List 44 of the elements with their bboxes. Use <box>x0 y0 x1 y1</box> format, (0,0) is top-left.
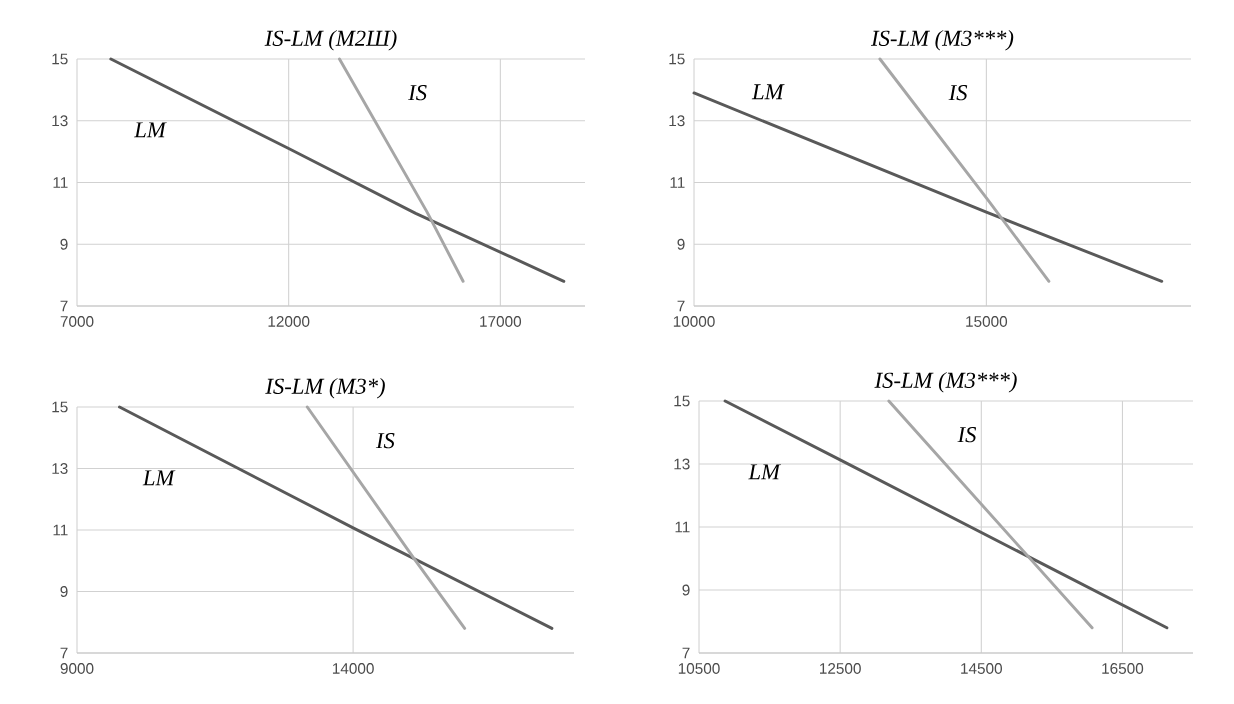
series-label: LM <box>751 84 785 100</box>
y-tick-label: 7 <box>60 647 68 659</box>
y-tick-label: 15 <box>674 395 690 407</box>
y-tick-label: 7 <box>60 300 68 312</box>
x-tick-label: 10000 <box>673 316 715 327</box>
y-tick-label: 11 <box>53 524 68 536</box>
line-series <box>109 57 566 283</box>
chart-title: IS-LM (M3***) <box>870 29 1014 51</box>
y-tick-label: 13 <box>52 115 68 127</box>
y-tick-label: 11 <box>53 177 68 188</box>
y-tick-label: 13 <box>674 458 690 470</box>
x-tick-label: 9000 <box>60 663 94 674</box>
y-tick-label: 13 <box>52 463 68 474</box>
y-tick-label: 11 <box>670 177 685 188</box>
y-tick-label: 9 <box>60 238 68 250</box>
chart-title: IS-LM (M3*) <box>265 377 385 399</box>
x-tick-label: 14500 <box>961 663 1002 674</box>
y-tick-label: 13 <box>669 115 685 127</box>
series-label: IS <box>408 85 427 101</box>
series-label: LM <box>748 464 782 480</box>
chart-title: IS-LM (M3***) <box>874 371 1017 393</box>
series-label: IS <box>375 433 395 449</box>
y-tick-label: 11 <box>675 521 690 533</box>
y-tick-label: 9 <box>682 584 690 596</box>
x-tick-label: 15000 <box>966 316 1008 327</box>
x-tick-label: 7000 <box>60 316 94 327</box>
chart-title: IS-LM (M2Ш) <box>264 29 397 51</box>
y-tick-label: 15 <box>52 53 68 65</box>
series-label: IS <box>948 85 968 101</box>
y-tick-label: 15 <box>52 401 68 413</box>
y-tick-label: 9 <box>677 238 685 250</box>
x-tick-label: 16500 <box>1102 663 1144 674</box>
x-tick-label: 12500 <box>820 663 861 674</box>
y-tick-label: 7 <box>682 647 690 659</box>
x-tick-label: 17000 <box>480 316 522 327</box>
y-tick-label: 7 <box>677 300 685 312</box>
x-tick-label: 10500 <box>678 663 720 674</box>
x-tick-label: 12000 <box>268 316 310 327</box>
y-tick-label: 15 <box>669 53 685 65</box>
y-tick-label: 9 <box>60 586 68 597</box>
series-label: LM <box>142 470 176 486</box>
x-tick-label: 14000 <box>332 663 374 674</box>
series-label: LM <box>133 122 167 138</box>
series-label: IS <box>957 427 977 443</box>
